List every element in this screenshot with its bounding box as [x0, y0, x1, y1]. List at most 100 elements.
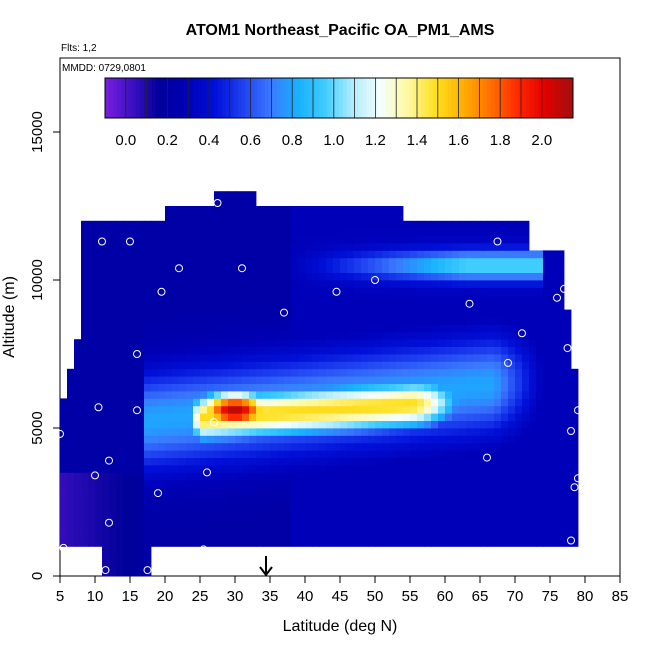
- colorbar-segment: [237, 78, 242, 118]
- heatmap-cell: [452, 435, 460, 444]
- heatmap-cell: [319, 435, 327, 444]
- heatmap-cell: [438, 331, 446, 340]
- heatmap-cell: [305, 450, 313, 458]
- heatmap-cell: [340, 398, 348, 407]
- heatmap-cell: [333, 420, 341, 429]
- heatmap-cell: [361, 317, 369, 325]
- heatmap-cell: [242, 191, 250, 199]
- colorbar-segment: [151, 78, 157, 118]
- colorbar-segment: [471, 78, 476, 118]
- heatmap-cell: [312, 524, 320, 532]
- heatmap-cell: [333, 287, 341, 296]
- heatmap-cell: [361, 457, 369, 466]
- heatmap-cell: [333, 509, 341, 518]
- heatmap-cell: [340, 420, 348, 429]
- heatmap-cell: [431, 479, 439, 488]
- heatmap-cell: [550, 339, 558, 347]
- heatmap-cell: [165, 354, 173, 362]
- heatmap-cell: [221, 339, 229, 347]
- heatmap-cell: [333, 354, 341, 362]
- x-tick-label: 70: [507, 588, 524, 605]
- heatmap-cell: [291, 442, 299, 451]
- heatmap-cell: [480, 280, 488, 288]
- heatmap-cell: [270, 531, 278, 540]
- heatmap-cell: [396, 398, 404, 407]
- heatmap-cell: [284, 457, 292, 466]
- heatmap-cell: [130, 524, 138, 532]
- heatmap-cell: [424, 361, 432, 370]
- heatmap-cell: [193, 479, 201, 488]
- heatmap-cell: [536, 257, 544, 266]
- heatmap-cell: [144, 257, 152, 266]
- heatmap-cell: [431, 398, 439, 407]
- heatmap-cell: [256, 294, 264, 303]
- colorbar-segment: [428, 78, 434, 118]
- heatmap-cell: [270, 302, 278, 310]
- heatmap-cell: [263, 539, 271, 547]
- heatmap-cell: [326, 502, 334, 510]
- heatmap-cell: [396, 280, 404, 288]
- heatmap-cell: [410, 339, 418, 347]
- heatmap-cell: [319, 368, 327, 377]
- heatmap-cell: [221, 502, 229, 510]
- heatmap-cell: [228, 398, 236, 407]
- colorbar-segment: [225, 78, 231, 118]
- heatmap-cell: [172, 524, 180, 532]
- heatmap-cell: [158, 479, 166, 488]
- heatmap-cell: [130, 539, 138, 547]
- heatmap-cell: [480, 479, 488, 488]
- heatmap-cell: [557, 398, 565, 407]
- heatmap-cell: [235, 250, 243, 259]
- heatmap-cell: [95, 442, 103, 451]
- heatmap-cell: [165, 265, 173, 273]
- heatmap-cell: [186, 472, 194, 481]
- heatmap-cell: [221, 309, 229, 318]
- heatmap-cell: [263, 235, 271, 244]
- heatmap-cell: [305, 442, 313, 451]
- heatmap-cell: [277, 368, 285, 377]
- heatmap-cell: [270, 509, 278, 518]
- heatmap-cell: [263, 465, 271, 473]
- heatmap-cell: [88, 346, 96, 355]
- heatmap-cell: [242, 243, 250, 251]
- heatmap-cell: [403, 243, 411, 251]
- heatmap-cell: [424, 331, 432, 340]
- heatmap-cell: [88, 398, 96, 407]
- heatmap-cell: [277, 361, 285, 370]
- heatmap-cell: [354, 272, 362, 281]
- heatmap-cell: [508, 524, 516, 532]
- heatmap-cell: [466, 509, 474, 518]
- heatmap-cell: [186, 206, 194, 214]
- heatmap-cell: [158, 243, 166, 251]
- heatmap-cell: [361, 524, 369, 532]
- heatmap-cell: [249, 524, 257, 532]
- heatmap-cell: [123, 553, 131, 562]
- heatmap-cell: [130, 376, 138, 384]
- heatmap-cell: [172, 457, 180, 466]
- heatmap-cell: [263, 450, 271, 458]
- heatmap-cell: [263, 509, 271, 518]
- heatmap-cell: [60, 509, 68, 518]
- colorbar-segment: [307, 78, 313, 118]
- heatmap-cell: [501, 280, 509, 288]
- heatmap-cell: [123, 398, 131, 407]
- heatmap-cell: [403, 383, 411, 392]
- heatmap-cell: [74, 435, 82, 444]
- heatmap-cell: [347, 442, 355, 451]
- heatmap-cell: [361, 250, 369, 259]
- heatmap-cell: [263, 524, 271, 532]
- heatmap-cell: [466, 487, 474, 495]
- heatmap-cell: [179, 383, 187, 392]
- heatmap-cell: [403, 280, 411, 288]
- heatmap-cell: [116, 383, 124, 392]
- heatmap-cell: [403, 339, 411, 347]
- heatmap-cell: [564, 391, 572, 399]
- heatmap-cell: [305, 472, 313, 481]
- heatmap-cell: [375, 346, 383, 355]
- heatmap-cell: [242, 465, 250, 473]
- heatmap-cell: [298, 376, 306, 384]
- heatmap-cell: [473, 435, 481, 444]
- heatmap-cell: [438, 531, 446, 540]
- heatmap-cell: [130, 228, 138, 236]
- heatmap-cell: [424, 391, 432, 399]
